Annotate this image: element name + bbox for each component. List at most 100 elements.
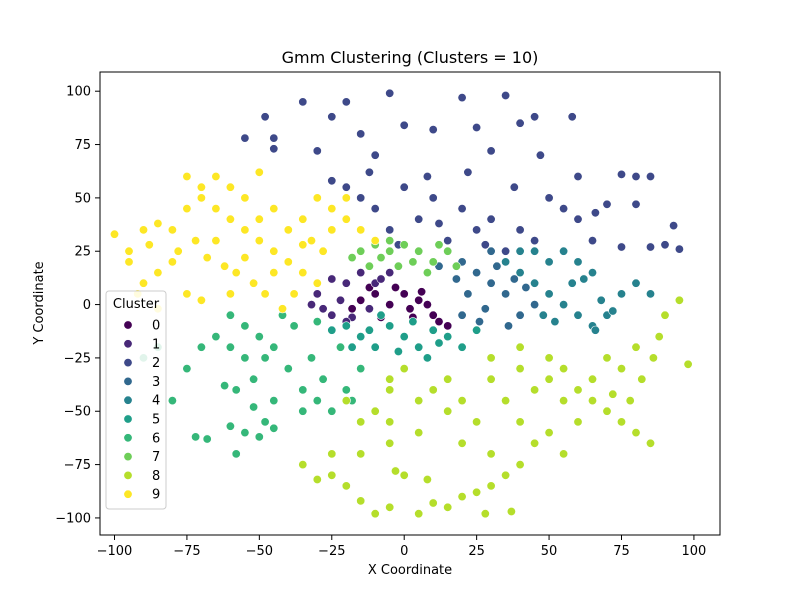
point-cluster-7 [356, 246, 366, 256]
point-cluster-5 [434, 338, 444, 348]
legend-marker-4 [123, 395, 133, 405]
point-cluster-2 [385, 225, 395, 235]
point-cluster-2 [443, 236, 453, 246]
point-cluster-2 [486, 146, 496, 156]
point-cluster-5 [399, 332, 409, 342]
point-cluster-1 [335, 295, 345, 305]
legend-label: 7 [152, 450, 160, 465]
point-cluster-2 [260, 112, 270, 122]
point-cluster-9 [283, 225, 293, 235]
point-cluster-0 [417, 287, 427, 297]
point-cluster-3 [457, 310, 467, 320]
point-cluster-8 [674, 295, 684, 305]
point-cluster-6 [191, 432, 201, 442]
point-cluster-2 [567, 112, 577, 122]
point-cluster-6 [249, 374, 259, 384]
point-cluster-9 [173, 246, 183, 256]
x-axis: −100 −75 −50 −25 0 25 50 75 100 [97, 535, 706, 559]
y-tick-label: 50 [74, 191, 91, 206]
point-cluster-9 [298, 214, 308, 224]
point-cluster-8 [637, 374, 647, 384]
legend-marker-8 [123, 470, 133, 480]
point-cluster-8 [683, 359, 693, 369]
point-cluster-2 [364, 167, 374, 177]
point-cluster-0 [399, 289, 409, 299]
point-cluster-2 [269, 133, 279, 143]
point-cluster-7 [434, 240, 444, 250]
point-cluster-3 [509, 274, 519, 284]
point-cluster-6 [269, 342, 279, 352]
point-cluster-7 [376, 253, 386, 263]
y-tick-label: 100 [66, 85, 91, 100]
y-tick-label: 25 [74, 245, 91, 260]
point-cluster-9 [182, 204, 192, 214]
point-cluster-6 [312, 317, 322, 327]
point-cluster-4 [515, 246, 525, 256]
point-cluster-8 [480, 509, 490, 519]
point-cluster-6 [225, 342, 235, 352]
point-cluster-0 [385, 300, 395, 310]
y-axis-title: Y Coordinate [32, 261, 47, 345]
point-cluster-6 [249, 402, 259, 412]
point-cluster-9 [341, 214, 351, 224]
point-cluster-6 [269, 396, 279, 406]
legend-label: 0 [152, 319, 160, 334]
point-cluster-8 [486, 374, 496, 384]
point-cluster-8 [312, 474, 322, 484]
point-cluster-4 [587, 268, 597, 278]
point-cluster-6 [240, 428, 250, 438]
point-cluster-3 [515, 310, 525, 320]
point-cluster-8 [530, 385, 540, 395]
point-cluster-0 [443, 321, 453, 331]
point-cluster-8 [631, 342, 641, 352]
point-cluster-2 [370, 204, 380, 214]
x-tick-label: 75 [613, 544, 630, 559]
point-cluster-2 [501, 246, 511, 256]
point-cluster-4 [596, 295, 606, 305]
y-axis: −100 −75 −50 −25 0 25 50 75 100 [55, 85, 100, 526]
point-cluster-2 [486, 214, 496, 224]
point-cluster-9 [327, 204, 337, 214]
legend-label: 5 [152, 413, 160, 428]
point-cluster-7 [408, 257, 418, 267]
point-cluster-5 [428, 325, 438, 335]
legend-marker-9 [123, 489, 133, 499]
point-cluster-6 [225, 310, 235, 320]
point-cluster-8 [486, 481, 496, 491]
legend-label: 3 [152, 375, 160, 390]
point-cluster-4 [530, 278, 540, 288]
point-cluster-0 [422, 300, 432, 310]
x-tick-label: 25 [468, 544, 485, 559]
point-cluster-2 [399, 182, 409, 192]
x-tick-label: −50 [246, 544, 273, 559]
point-cluster-9 [277, 304, 287, 314]
point-cluster-2 [509, 182, 519, 192]
point-cluster-1 [306, 300, 316, 310]
point-cluster-3 [501, 289, 511, 299]
point-cluster-9 [167, 225, 177, 235]
point-cluster-0 [414, 295, 424, 305]
point-cluster-9 [327, 225, 337, 235]
point-cluster-3 [503, 321, 513, 331]
point-cluster-2 [674, 244, 684, 254]
point-cluster-0 [356, 295, 366, 305]
legend-label: 6 [152, 431, 160, 446]
point-cluster-9 [341, 193, 351, 203]
point-cluster-4 [515, 268, 525, 278]
point-cluster-1 [364, 304, 374, 314]
point-cluster-2 [602, 199, 612, 209]
point-cluster-8 [443, 374, 453, 384]
point-cluster-2 [645, 172, 655, 182]
point-cluster-6 [318, 374, 328, 384]
point-cluster-8 [515, 417, 525, 427]
point-cluster-4 [559, 246, 569, 256]
point-cluster-4 [645, 289, 655, 299]
point-cluster-6 [254, 432, 264, 442]
point-cluster-6 [260, 353, 270, 363]
point-cluster-1 [327, 310, 337, 320]
point-cluster-8 [428, 385, 438, 395]
y-tick-label: −50 [64, 405, 91, 420]
point-cluster-7 [428, 257, 438, 267]
point-cluster-0 [428, 310, 438, 320]
point-cluster-8 [648, 353, 658, 363]
